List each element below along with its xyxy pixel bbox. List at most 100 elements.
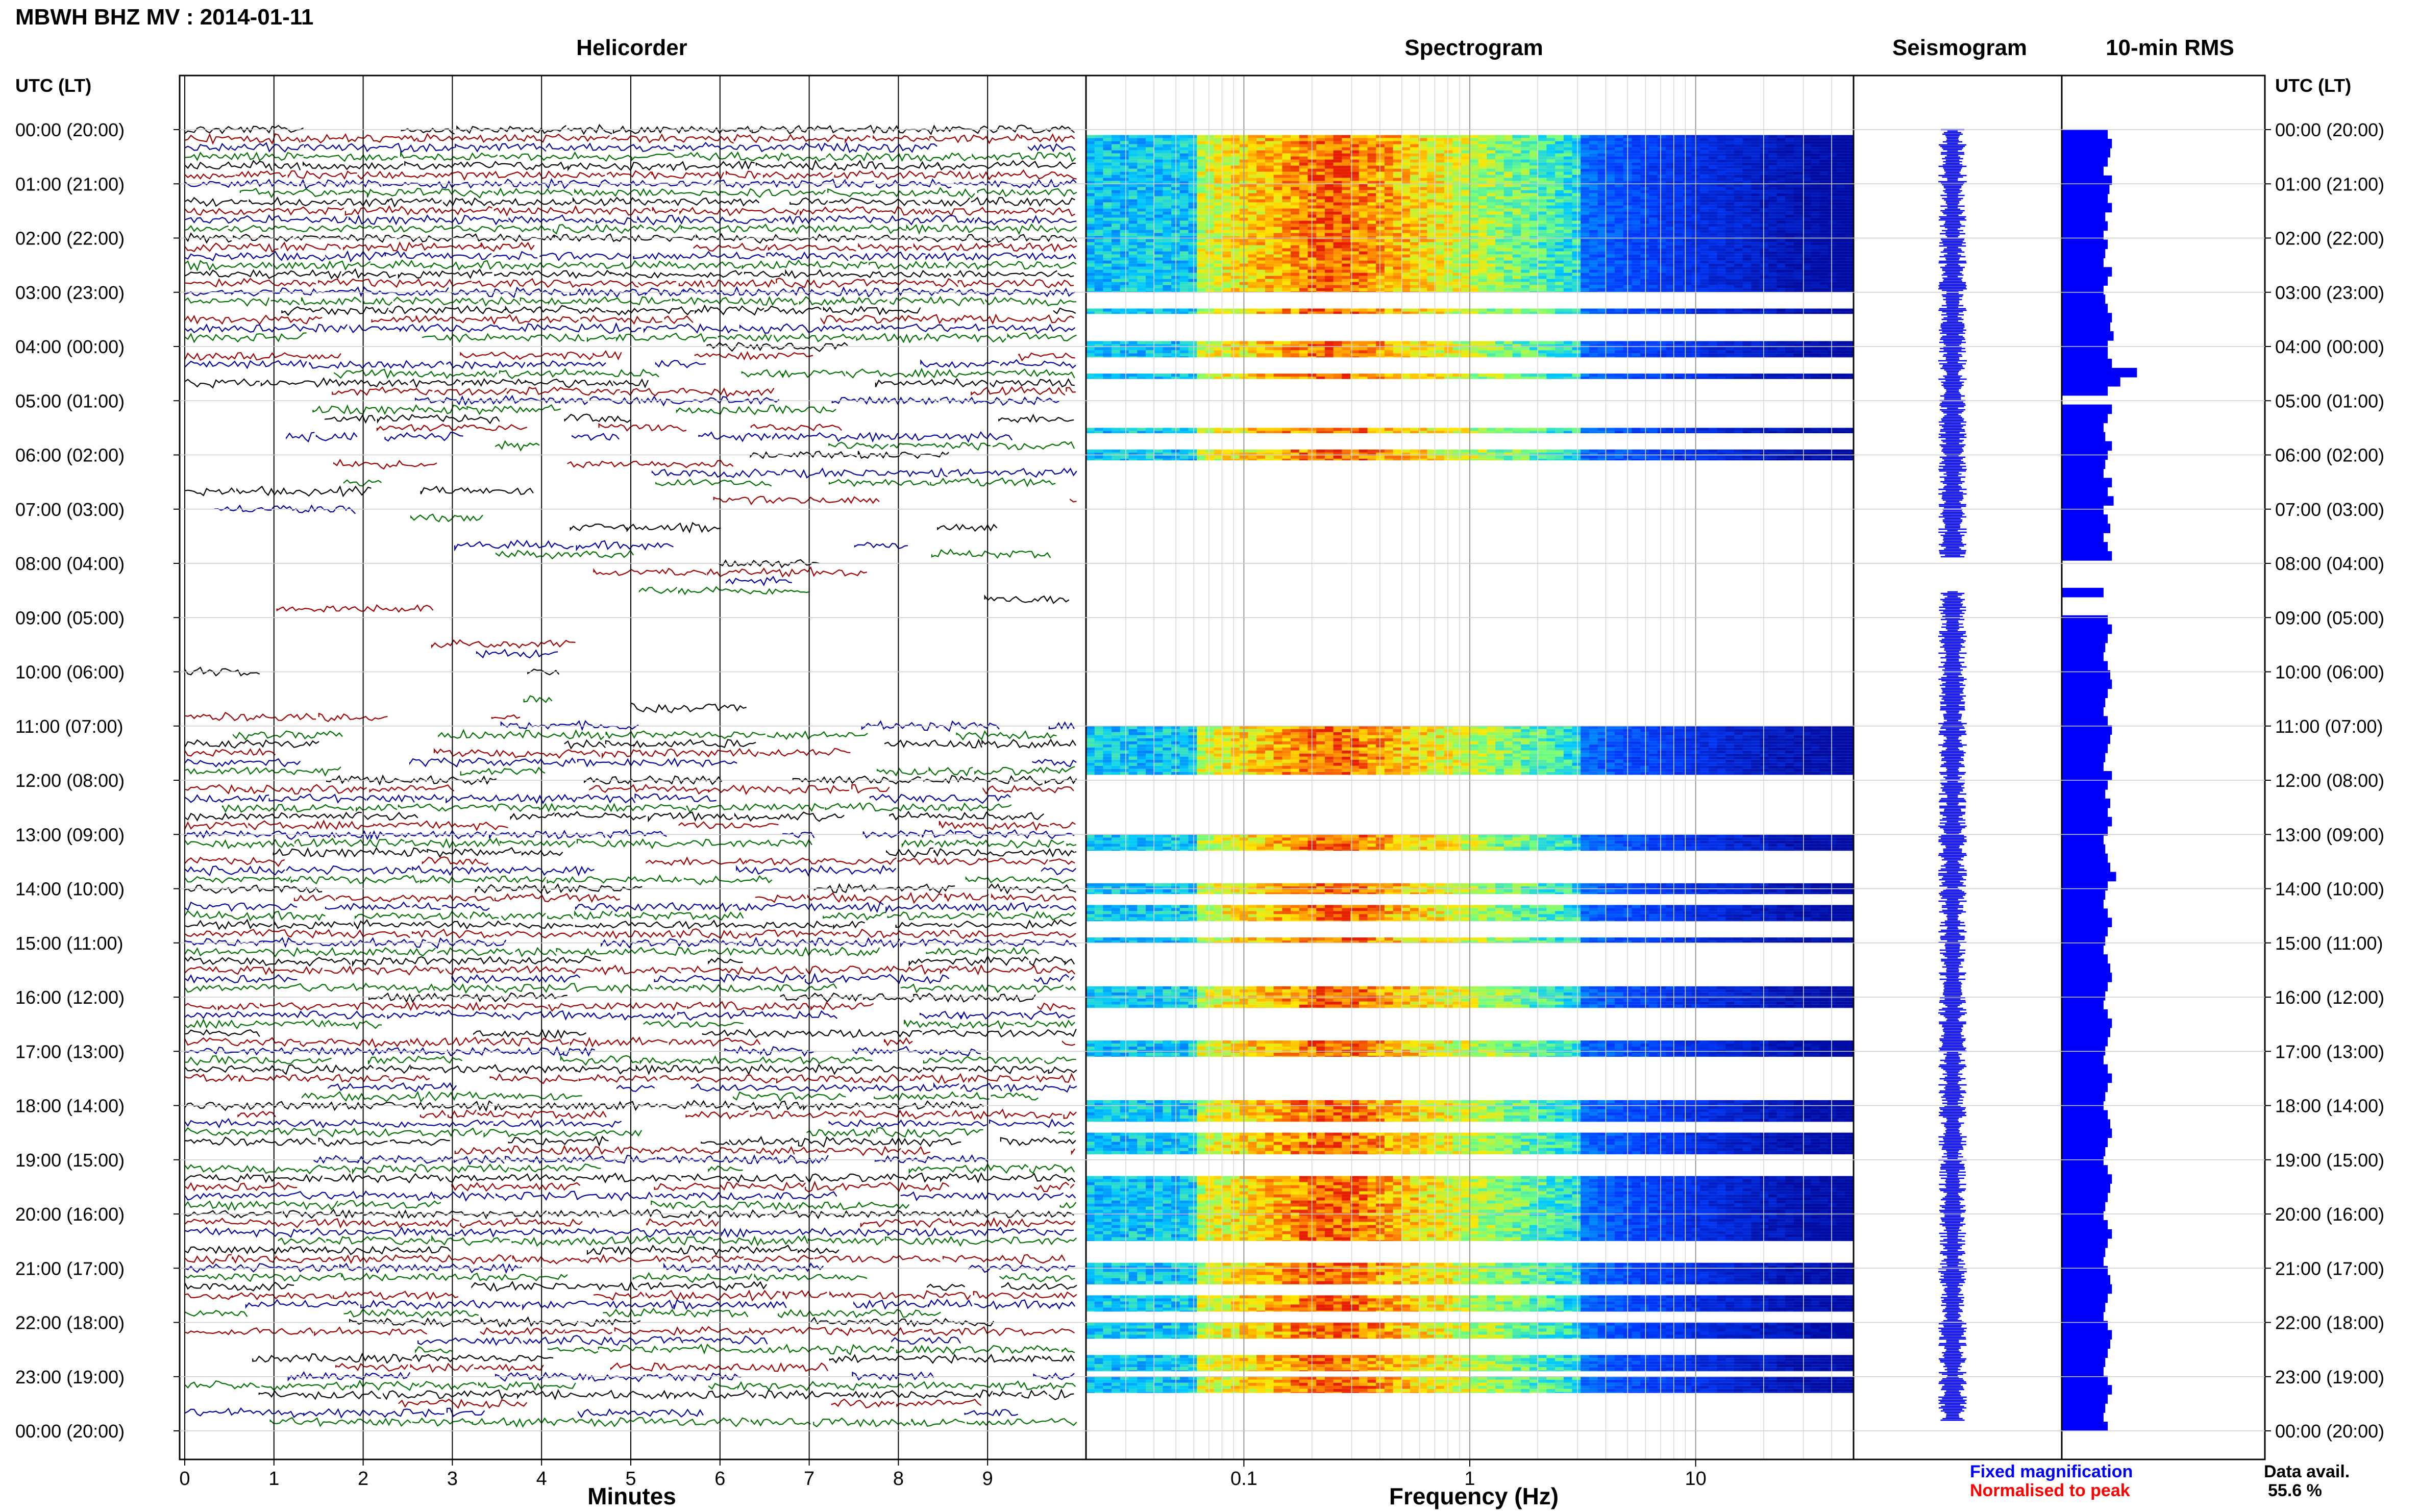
spectrogram-cell [1572, 138, 1581, 141]
spectrogram-cell [1427, 205, 1436, 209]
spectrogram-cell [1683, 272, 1692, 276]
spectrogram-cell [1401, 202, 1411, 206]
spectrogram-cell [1461, 153, 1470, 157]
spectrogram-cell [1324, 196, 1334, 200]
spectrogram-cell [1188, 205, 1197, 209]
spectrogram-cell [1333, 233, 1342, 236]
spectrogram-cell [1197, 291, 1206, 292]
spectrogram-cell [1436, 175, 1445, 178]
spectrogram-cell [1683, 181, 1692, 184]
spectrogram-cell [1794, 168, 1803, 172]
spectrogram-cell [1751, 230, 1760, 233]
spectrogram-cell [1146, 230, 1155, 233]
spectrogram-cell [1674, 263, 1684, 267]
spectrogram-cell [1248, 248, 1257, 252]
spectrogram-cell [1137, 285, 1146, 288]
spectrogram-cell [1538, 282, 1547, 285]
spectrogram-cell [1265, 233, 1274, 236]
spectrogram-cell [1256, 276, 1266, 279]
spectrogram-cell [1785, 199, 1794, 203]
spectrogram-cell [1802, 291, 1811, 292]
spectrogram-cell [1495, 171, 1504, 175]
spectrogram-cell [1248, 181, 1257, 184]
spectrogram-cell [1120, 156, 1129, 160]
spectrogram-cell [1794, 242, 1803, 245]
spectrogram-cell [1708, 138, 1718, 141]
spectrogram-cell [1316, 217, 1325, 221]
spectrogram-cell [1350, 291, 1360, 292]
spectrogram-cell [1683, 291, 1692, 292]
spectrogram-cell [1376, 279, 1385, 282]
spectrogram-cell [1384, 202, 1394, 206]
spectrogram-cell [1316, 202, 1325, 206]
spectrogram-cell [1120, 282, 1129, 285]
spectrogram-cell [1487, 242, 1496, 245]
spectrogram-cell [1418, 208, 1427, 212]
spectrogram-cell [1768, 175, 1778, 178]
spectrogram-cell [1648, 251, 1658, 255]
spectrogram-cell [1521, 171, 1530, 175]
spectrogram-cell [1103, 175, 1112, 178]
spectrogram-cell [1324, 217, 1334, 221]
spectrogram-cell [1461, 162, 1470, 166]
spectrogram-cell [1359, 202, 1368, 206]
spectrogram-cell [1828, 205, 1837, 209]
spectrogram-cell [1836, 257, 1845, 261]
spectrogram-cell [1819, 193, 1829, 196]
spectrogram-cell [1470, 196, 1479, 200]
spectrogram-cell [1350, 168, 1360, 172]
spectrogram-cell [1683, 251, 1692, 255]
spectrogram-cell [1563, 248, 1573, 252]
spectrogram-cell [1512, 220, 1521, 224]
spectrogram-cell [1657, 251, 1666, 255]
spectrogram-cell [1538, 156, 1547, 160]
spectrogram-cell [1538, 147, 1547, 151]
spectrogram-cell [1521, 168, 1530, 172]
spectrogram-cell [1384, 168, 1394, 172]
spectrogram-cell [1418, 138, 1427, 141]
spectrogram-cell [1503, 276, 1513, 279]
spectrogram-cell [1137, 181, 1146, 184]
spectrogram-cell [1615, 162, 1624, 166]
spectrogram-cell [1725, 266, 1735, 270]
spectrogram-cell [1436, 196, 1445, 200]
spectrogram-cell [1742, 211, 1752, 215]
spectrogram-cell [1742, 187, 1752, 190]
spectrogram-cell [1615, 248, 1624, 252]
spectrogram-cell [1572, 230, 1581, 233]
spectrogram-cell [1657, 196, 1666, 200]
spectrogram-cell [1384, 220, 1394, 224]
spectrogram-cell [1444, 147, 1453, 151]
spectrogram-cell [1205, 220, 1215, 224]
spectrogram-cell [1606, 153, 1615, 157]
spectrogram-cell [1666, 199, 1675, 203]
spectrogram-cell [1222, 168, 1231, 172]
spectrogram-cell [1708, 251, 1718, 255]
spectrogram-cell [1615, 214, 1624, 218]
spectrogram-cell [1342, 239, 1351, 242]
spectrogram-cell [1512, 156, 1521, 160]
spectrogram-cell [1760, 220, 1769, 224]
spectrogram-cell [1768, 184, 1778, 187]
spectrogram-cell [1521, 269, 1530, 273]
spectrogram-cell [1785, 150, 1794, 154]
spectrogram-cell [1742, 217, 1752, 221]
spectrogram-cell [1128, 187, 1138, 190]
spectrogram-cell [1717, 220, 1726, 224]
spectrogram-cell [1819, 175, 1829, 178]
spectrogram-cell [1163, 187, 1172, 190]
spectrogram-cell [1666, 141, 1675, 144]
spectrogram-cell [1538, 251, 1547, 255]
spectrogram-cell [1436, 242, 1445, 245]
spectrogram-cell [1137, 248, 1146, 252]
spectrogram-cell [1436, 159, 1445, 163]
spectrogram-cell [1581, 156, 1590, 160]
spectrogram-cell [1725, 251, 1735, 255]
spectrogram-cell [1120, 211, 1129, 215]
spectrogram-cell [1521, 251, 1530, 255]
spectrogram-cell [1401, 196, 1411, 200]
spectrogram-cell [1742, 150, 1752, 154]
spectrogram-cell [1231, 288, 1240, 291]
spectrogram-cell [1291, 308, 1300, 312]
spectrogram-cell [1461, 156, 1470, 160]
